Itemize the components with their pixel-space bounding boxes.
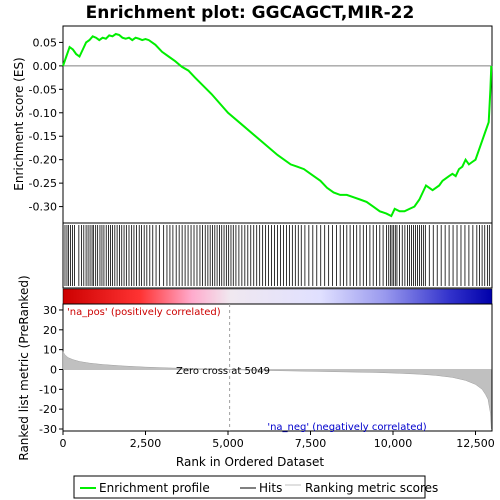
es-ytick-label: -0.15 [29, 130, 57, 143]
rank-ytick-label: 10 [43, 344, 57, 357]
rank-ytick-label: 20 [43, 324, 57, 337]
legend-box [73, 475, 426, 499]
legend-hits-label: Hits [259, 481, 282, 495]
x-tick-label: 0 [60, 437, 67, 450]
rank-ytick-label: -10 [39, 383, 57, 396]
es-panel: 0.05 0.00 -0.05 -0.10 -0.15 -0.20 -0.25 -0.30 E… [12, 25, 493, 224]
legend-enrichment-label: Enrichment profile [99, 481, 210, 495]
rank-yticks: 30 20 10 0 -10 -20 -30 [39, 304, 63, 436]
rank-colorbar [62, 288, 493, 305]
x-tick-label: 10,000 [374, 437, 413, 450]
hit-marks [64, 225, 490, 286]
es-ytick-label: -0.25 [29, 177, 57, 190]
x-tick-label: 12,500 [456, 437, 495, 450]
es-ylabel: Enrichment score (ES) [12, 57, 26, 190]
hits-panel [62, 222, 493, 289]
x-axis-label: Rank in Ordered Dataset [176, 455, 324, 469]
rank-panel: 30 20 10 0 -10 -20 -30 'na_pos' (positively co… [17, 275, 493, 461]
x-axis-ticks: 0 2,500 5,000 7,500 10,000 12,500 [60, 431, 495, 450]
neg-correlated-label: 'na_neg' (negatively correlated) [267, 422, 426, 433]
es-yticks: 0.05 0.00 -0.05 -0.10 -0.15 -0.20 -0.25 -0.30 [29, 36, 63, 214]
rank-ylabel: Ranked list metric (PreRanked) [17, 275, 31, 460]
rank-ytick-label: 30 [43, 304, 57, 317]
es-ytick-label: -0.05 [29, 83, 57, 96]
chart-title: Enrichment plot: GGCAGCT,MIR-22 [86, 3, 415, 23]
enrichment-profile-line [62, 32, 493, 218]
legend-metric-label: Ranking metric scores [305, 481, 438, 495]
es-ytick-label: 0.05 [33, 36, 58, 49]
zero-cross-label: Zero cross at 5049 [176, 366, 270, 377]
es-ytick-label: 0.00 [33, 60, 58, 73]
rank-ytick-label: -30 [39, 423, 57, 436]
rank-ytick-label: -20 [39, 403, 57, 416]
es-panel-frame [62, 25, 493, 224]
es-ytick-label: -0.30 [29, 201, 57, 214]
colorbar-strip [62, 288, 493, 305]
rank-ytick-label: 0 [50, 363, 57, 376]
x-tick-label: 5,000 [212, 437, 244, 450]
es-ytick-label: -0.10 [29, 107, 57, 120]
x-tick-label: 7,500 [295, 437, 327, 450]
es-ytick-label: -0.20 [29, 154, 57, 167]
x-tick-label: 2,500 [130, 437, 162, 450]
legend: Enrichment profile Hits Ranking metric s… [73, 475, 438, 499]
pos-correlated-label: 'na_pos' (positively correlated) [67, 307, 221, 318]
ranking-metric-area [62, 350, 492, 430]
